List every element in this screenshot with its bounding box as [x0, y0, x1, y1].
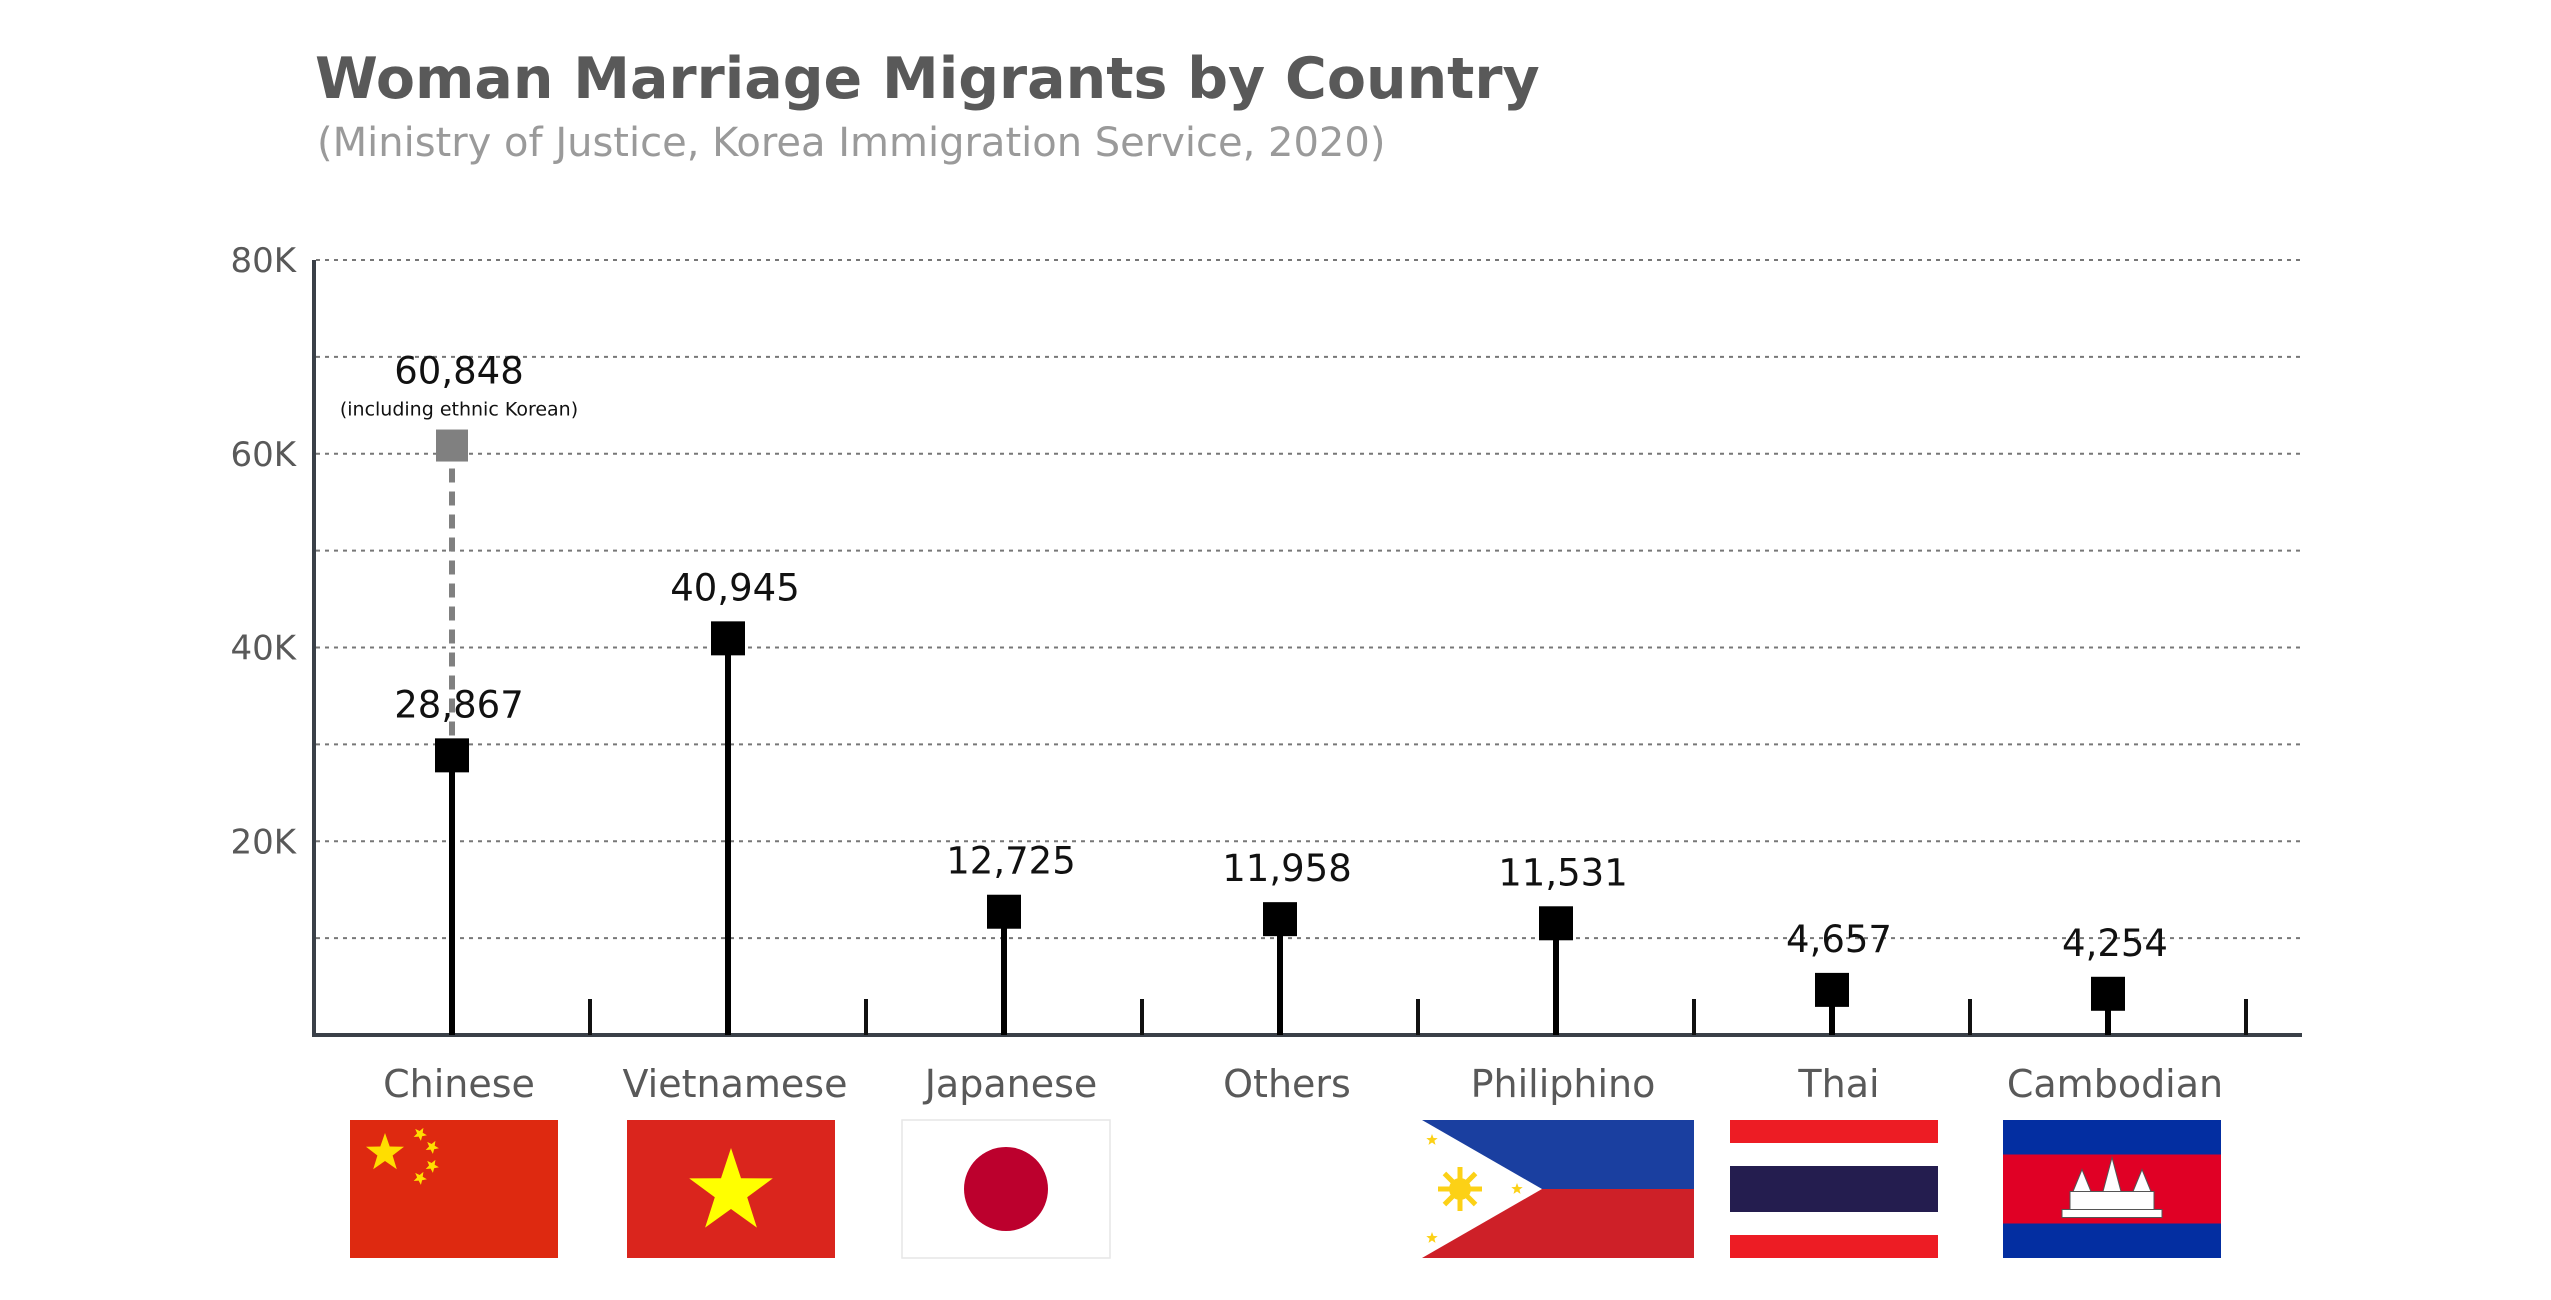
y-tick-label: 60K	[230, 435, 297, 475]
marker	[711, 621, 745, 656]
axes: 20K 40K 60K 80K	[230, 241, 2302, 1037]
cambodia-flag	[2003, 1120, 2221, 1258]
temple-tower	[2072, 1168, 2092, 1192]
flag-band	[2003, 1120, 2221, 1155]
thailand-flag	[1730, 1120, 1938, 1258]
marker	[1815, 972, 1849, 1007]
marker	[2091, 976, 2125, 1011]
china-flag	[350, 1120, 558, 1258]
value-label: 60,848	[394, 350, 523, 393]
category-label: Japanese	[923, 1062, 1098, 1106]
flag-star	[1426, 1232, 1438, 1243]
marker	[987, 894, 1021, 929]
value-label: 28,867	[394, 683, 523, 726]
value-label: 4,254	[2062, 922, 2168, 965]
flag-disc	[964, 1147, 1048, 1231]
temple-body	[2069, 1191, 2155, 1210]
marker	[435, 738, 469, 773]
extra-marker	[436, 429, 468, 462]
flag-star	[1426, 1134, 1438, 1145]
category-label: Thai	[1797, 1062, 1879, 1106]
chart-subtitle: (Ministry of Justice, Korea Immigration …	[317, 120, 1385, 166]
flag-star	[425, 1159, 439, 1173]
temple-base	[2061, 1209, 2163, 1218]
flag-band	[1730, 1143, 1938, 1166]
category-label: Cambodian	[2007, 1062, 2223, 1106]
flag-star	[366, 1133, 404, 1170]
flags	[350, 1119, 2221, 1259]
y-tick-label: 40K	[230, 629, 297, 669]
flag-band	[1730, 1235, 1938, 1258]
flag-star	[413, 1127, 427, 1141]
flag-star	[1511, 1183, 1523, 1194]
data-marks: 60,848 (including ethnic Korean) 28,867 Chi…	[340, 350, 2223, 1106]
marker	[1263, 902, 1297, 937]
category-label: Others	[1223, 1062, 1351, 1106]
category-label: Vietnamese	[623, 1062, 848, 1106]
category-label: Chinese	[383, 1062, 535, 1106]
flag-star	[413, 1171, 427, 1185]
chart-title: Woman Marriage Migrants by Country	[315, 46, 1540, 112]
flag-band	[2003, 1223, 2221, 1258]
temple-tower	[2102, 1155, 2122, 1192]
flag-band	[1730, 1120, 1938, 1143]
value-label: 11,531	[1498, 851, 1627, 894]
marker	[1539, 906, 1573, 941]
flag-star	[689, 1148, 773, 1228]
philippines-flag	[1422, 1120, 1694, 1258]
flag-sun	[1449, 1178, 1471, 1200]
y-tick-label: 20K	[230, 822, 297, 862]
grid	[316, 259, 2302, 940]
value-label: 40,945	[670, 566, 799, 609]
vietnam-flag	[627, 1120, 835, 1258]
flag-band	[1730, 1166, 1938, 1212]
y-tick-label: 80K	[230, 241, 297, 281]
temple-tower	[2132, 1168, 2152, 1192]
flag-field	[350, 1120, 558, 1258]
flag-star	[425, 1140, 439, 1154]
value-label: 12,725	[946, 840, 1075, 883]
value-label: 11,958	[1222, 847, 1351, 890]
japan-flag	[901, 1119, 1111, 1259]
value-label: 4,657	[1786, 918, 1892, 961]
category-label: Philiphino	[1471, 1062, 1656, 1106]
flag-band	[1730, 1212, 1938, 1235]
value-note: (including ethnic Korean)	[340, 399, 578, 421]
